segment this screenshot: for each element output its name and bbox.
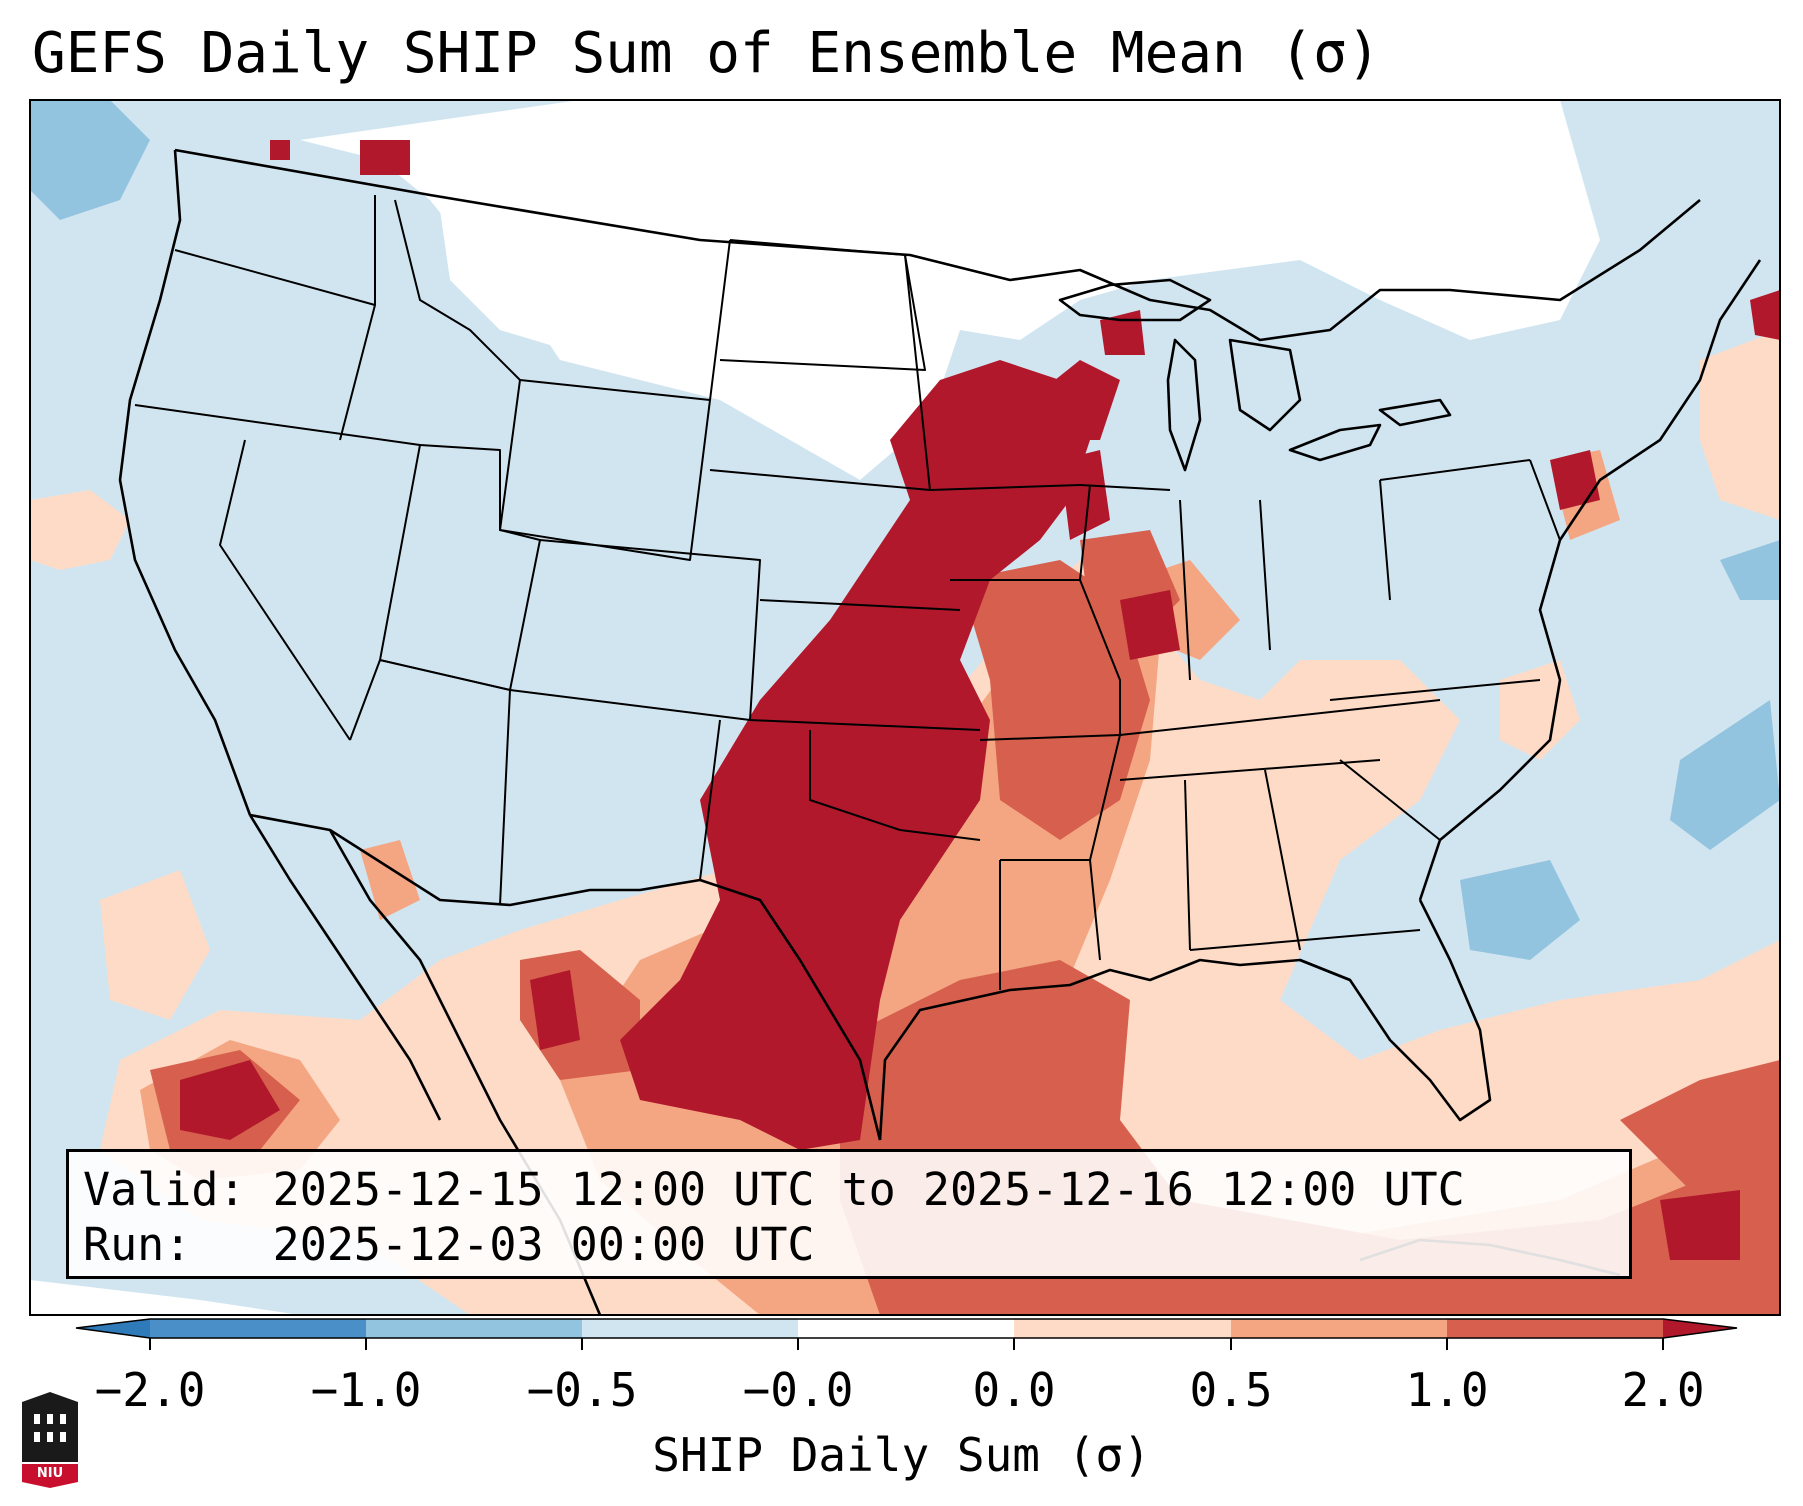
neutral-region — [300, 100, 1600, 480]
border-il-in — [1179, 499, 1191, 681]
data-field — [30, 100, 1780, 1315]
border-co — [509, 539, 761, 721]
border-ga-fl — [1189, 929, 1421, 951]
logo-banner — [22, 1464, 78, 1488]
no-data-corner — [30, 1280, 300, 1315]
border-dakotas — [719, 239, 926, 371]
state-boundaries — [134, 195, 1561, 990]
border-al-ga — [1264, 769, 1301, 951]
colorbar-bin — [1231, 1319, 1447, 1338]
colorbar-bin — [1447, 1319, 1663, 1338]
border-sd-ne — [709, 469, 931, 491]
great-lake-superior — [1058, 278, 1212, 322]
negative-anomaly-region — [30, 100, 1780, 960]
colorbar-bin — [582, 1319, 798, 1338]
border-mo-ar — [979, 734, 1121, 741]
logo-windows — [34, 1414, 66, 1442]
run-time: 2025-12-03 00:00 UTC — [272, 1218, 815, 1271]
colorbar-tick-label: −0.5 — [526, 1363, 638, 1417]
colorbar-bin — [798, 1319, 1014, 1338]
colorbar-bin — [1014, 1319, 1231, 1338]
valid-label: Valid: — [83, 1163, 246, 1216]
colorbar — [75, 1318, 1738, 1350]
colorbar-tick-label: 2.0 — [1621, 1363, 1705, 1417]
border-ks-ok — [749, 719, 981, 731]
colorbar-extension-low — [76, 1319, 150, 1338]
west-coast — [118, 149, 252, 816]
colorbar-tick-marks — [149, 1338, 1664, 1350]
border-ky-tn — [1119, 699, 1441, 736]
baja-california — [248, 814, 442, 1121]
border-nv-ca — [219, 439, 351, 741]
border-mt-east — [709, 239, 731, 401]
gulf-coast — [878, 958, 1351, 1141]
great-lake-huron — [1228, 338, 1302, 432]
colorbar-tick-label: −0.0 — [742, 1363, 854, 1417]
border-id-west — [339, 195, 376, 441]
colorbar-tick-label: −2.0 — [94, 1363, 206, 1417]
logo-tower — [22, 1392, 78, 1462]
florida — [1299, 899, 1492, 1122]
valid-run-info-box: Valid: 2025-12-15 12:00 UTC to 2025-12-1… — [66, 1149, 1632, 1279]
border-pa-ny — [1379, 459, 1531, 481]
colorbar-tick-label: −1.0 — [310, 1363, 422, 1417]
colorbar-bin — [366, 1319, 582, 1338]
chart-title: GEFS Daily SHIP Sum of Ensemble Mean (σ) — [32, 21, 1381, 86]
logo-text: NIU — [36, 1466, 64, 1481]
us-canada-border — [174, 148, 1701, 342]
border-oh-pa — [1379, 479, 1391, 601]
colorbar-label: SHIP Daily Sum (σ) — [652, 1428, 1151, 1482]
colorbar-bin — [150, 1319, 366, 1338]
border-in-oh — [1259, 499, 1271, 651]
map-frame — [29, 99, 1781, 1316]
colorbar-tick-label: 0.0 — [972, 1363, 1056, 1417]
border-nm-east — [699, 719, 721, 881]
border-az-nm — [379, 659, 511, 906]
great-lake-erie — [1288, 423, 1382, 462]
run-label: Run: — [83, 1218, 192, 1271]
colorbar-tick-label: 0.5 — [1189, 1363, 1273, 1417]
boundaries — [118, 148, 1762, 1315]
border-va-nc — [1329, 679, 1541, 701]
border-ga-sc — [1339, 759, 1441, 841]
valid-time: 2025-12-15 12:00 UTC to 2025-12-16 12:00… — [272, 1163, 1465, 1216]
border-mississippi-river — [1079, 484, 1121, 961]
border-mn-east — [904, 254, 931, 491]
great-lake-ontario — [1378, 398, 1452, 427]
colorbar-tick-label: 1.0 — [1405, 1363, 1489, 1417]
border-ne-ks — [759, 599, 961, 611]
border-tn-south — [1119, 759, 1381, 781]
border-ny-east — [1529, 459, 1561, 541]
border-ok-tx — [809, 730, 981, 841]
border-wa-or — [174, 249, 376, 306]
great-lake-michigan — [1166, 338, 1202, 472]
border-ms-al — [1184, 779, 1191, 951]
us-mexico-border — [249, 813, 882, 1141]
border-wi-il — [1079, 484, 1171, 491]
east-coast — [1418, 259, 1762, 901]
border-mn-ia — [929, 484, 1081, 491]
border-mt-south — [519, 379, 711, 401]
border-id-mt — [394, 199, 521, 381]
extreme-positive-region — [180, 140, 1780, 1260]
border-or-ca-nv — [134, 404, 421, 446]
colorbar-extension-high — [1663, 1319, 1737, 1338]
niu-logo — [22, 1392, 78, 1488]
